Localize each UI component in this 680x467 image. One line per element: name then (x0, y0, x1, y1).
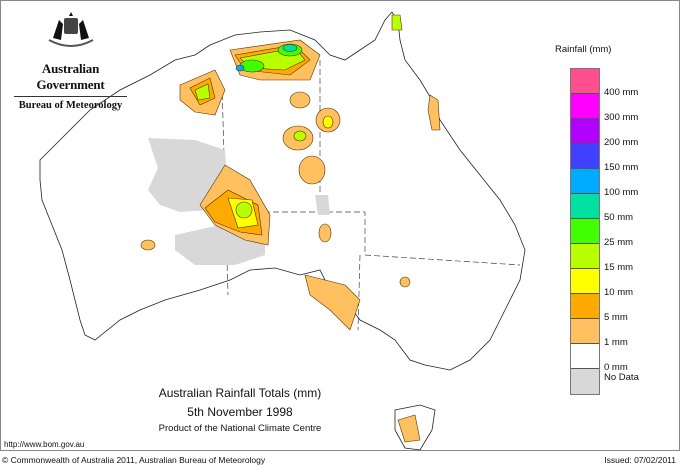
legend-label: 10 mm (604, 287, 634, 298)
legend-swatch (571, 244, 599, 269)
legend-label: 150 mm (604, 162, 639, 173)
legend-title: Rainfall (mm) (555, 44, 612, 55)
map-date: 5th November 1998 (187, 405, 293, 419)
legend-label: 200 mm (604, 137, 639, 148)
legend-label: 15 mm (604, 262, 634, 273)
bureau-name: Bureau of Meteorology (18, 100, 123, 111)
legend-label: 300 mm (604, 112, 639, 123)
legend-label: 50 mm (604, 212, 634, 223)
coat-of-arms-icon (48, 12, 93, 47)
legend-no-data-label: No Data (604, 372, 639, 383)
legend-swatch (571, 319, 599, 344)
legend-label: 1 mm (604, 337, 628, 348)
logo-divider (14, 96, 127, 97)
legend-swatch (571, 69, 599, 94)
legend-swatch (571, 194, 599, 219)
website-link[interactable]: http://www.bom.gov.au (4, 440, 85, 449)
legend-swatch (571, 94, 599, 119)
legend-label: 100 mm (604, 187, 639, 198)
legend-swatch (571, 169, 599, 194)
legend-swatch (571, 219, 599, 244)
map-product: Product of the National Climate Centre (158, 423, 322, 434)
legend-label: 25 mm (604, 237, 634, 248)
agency-name: Australian Government (36, 61, 105, 92)
legend-swatch (571, 344, 599, 369)
legend-label: 400 mm (604, 87, 639, 98)
legend-swatch (571, 269, 599, 294)
legend-swatch (571, 144, 599, 169)
legend-swatch (571, 119, 599, 144)
copyright: © Commonwealth of Australia 2011, Austra… (2, 455, 266, 465)
legend-swatch (571, 294, 599, 319)
issued-date: Issued: 07/02/2011 (604, 455, 676, 465)
legend-label: 5 mm (604, 312, 628, 323)
legend-color-bar (570, 68, 600, 395)
legend-label: 0 mm (604, 362, 628, 373)
government-logo: Australian Government Bureau of Meteorol… (8, 10, 133, 111)
rainfall-areas (140, 14, 441, 443)
legend-swatch (571, 369, 599, 394)
map-title: Australian Rainfall Totals (mm) (158, 386, 322, 400)
